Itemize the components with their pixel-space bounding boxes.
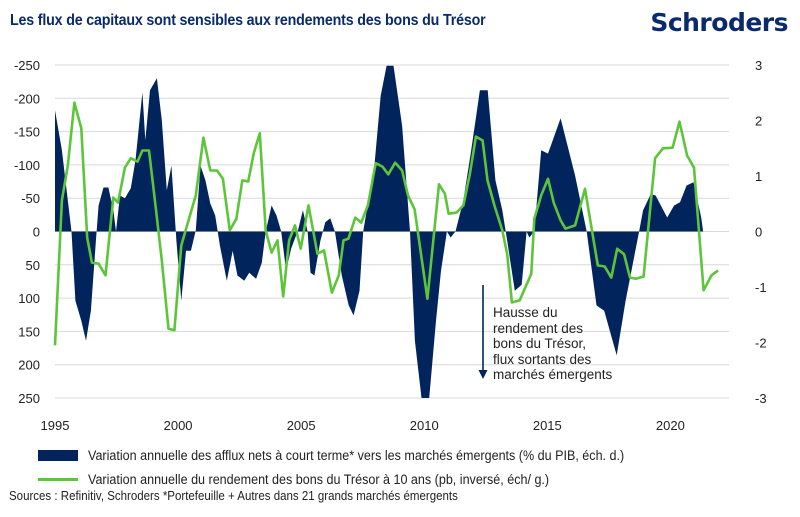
arrow-head xyxy=(478,370,488,379)
left-tick-label: 0 xyxy=(33,225,40,240)
right-tick-label: -3 xyxy=(755,391,767,406)
x-tick-label: 2020 xyxy=(656,418,685,433)
x-tick-label: 1995 xyxy=(41,418,70,433)
x-tick-label: 2010 xyxy=(410,418,439,433)
left-tick-label: 200 xyxy=(18,358,40,373)
legend-swatch-area xyxy=(38,449,78,461)
legend-item-yield: Variation annuelle du rendement des bons… xyxy=(38,467,665,491)
right-tick-label: 0 xyxy=(755,225,762,240)
right-tick-label: -1 xyxy=(755,280,767,295)
left-tick-label: 50 xyxy=(26,258,40,273)
left-tick-label: -250 xyxy=(14,58,40,73)
right-tick-label: 1 xyxy=(755,169,762,184)
legend-label-yield: Variation annuelle du rendement des bons… xyxy=(88,471,550,487)
right-tick-label: -2 xyxy=(755,336,767,351)
yield-line xyxy=(53,101,719,346)
annotation-line: flux sortants des xyxy=(493,351,592,367)
x-tick-label: 2005 xyxy=(287,418,316,433)
brand-logo: Schroders xyxy=(650,8,788,37)
right-axis-ticks: 3 2 1 0 -1 -2 -3 xyxy=(755,58,767,406)
legend-swatch-line xyxy=(38,477,78,481)
annotation-arrow xyxy=(478,285,488,379)
annotation-line: bons du Trésor, xyxy=(493,336,587,351)
left-tick-label: -100 xyxy=(14,158,40,173)
x-axis-ticks: 1995 2000 2005 2010 2015 2020 xyxy=(41,418,685,433)
annotation-line: Hausse du xyxy=(493,305,558,320)
right-tick-label: 3 xyxy=(755,58,762,73)
left-axis-ticks: -250 -200 -150 -100 -50 0 50 100 150 200 250 xyxy=(14,58,40,406)
annotation-text: Hausse du rendement des bons du Trésor, … xyxy=(493,305,653,383)
legend-label-flows: Variation annuelle des afflux nets à cou… xyxy=(88,447,625,463)
left-tick-label: 150 xyxy=(18,324,40,339)
legend: Variation annuelle des afflux nets à cou… xyxy=(38,443,665,491)
yield-line-layer xyxy=(53,101,719,346)
left-tick-label: 250 xyxy=(18,391,40,406)
source-note: Sources : Refinitiv, Schroders *Portefeu… xyxy=(9,489,458,503)
chart-title: Les flux de capitaux sont sensibles aux … xyxy=(10,12,486,29)
right-tick-label: 2 xyxy=(755,114,762,129)
annotation-line: marchés émergents xyxy=(493,367,613,382)
x-tick-label: 2015 xyxy=(533,418,562,433)
left-tick-label: 100 xyxy=(18,291,40,306)
legend-item-flows: Variation annuelle des afflux nets à cou… xyxy=(38,443,665,467)
left-tick-label: -150 xyxy=(14,125,40,140)
annotation-line: rendement des xyxy=(493,320,584,336)
left-tick-label: -50 xyxy=(21,191,40,206)
x-tick-label: 2000 xyxy=(164,418,193,433)
left-tick-label: -200 xyxy=(14,91,40,106)
